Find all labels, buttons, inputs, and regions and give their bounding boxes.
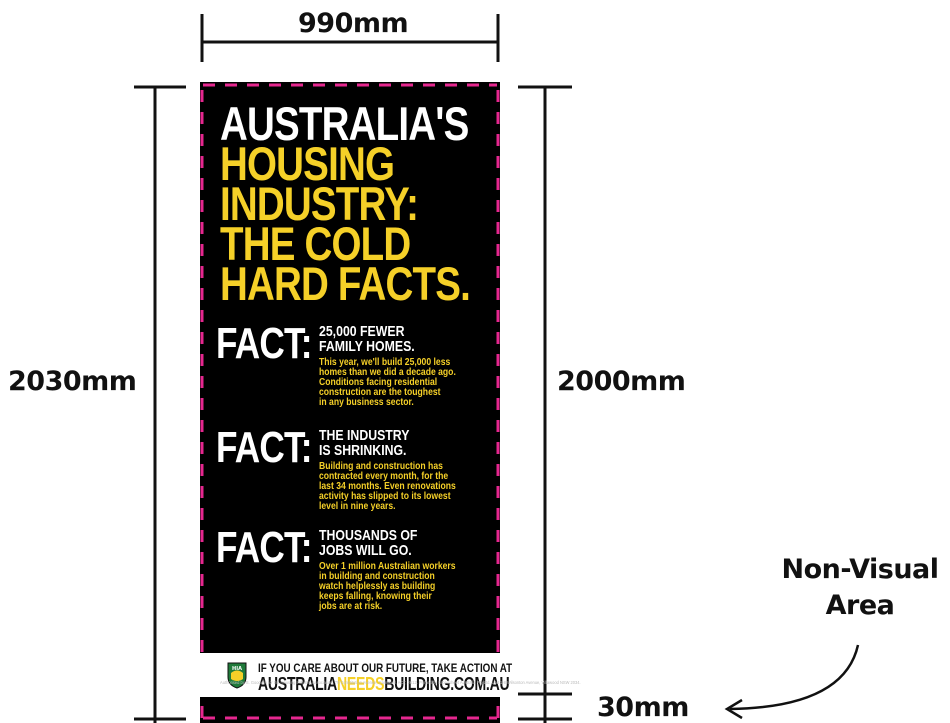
fact-body-line: keeps falling, knowing their xyxy=(319,590,432,602)
hia-logo-icon: HIA xyxy=(227,662,247,689)
fact-body-line: Over 1 million Australian workers xyxy=(319,560,456,572)
non-visual-arrow xyxy=(729,644,860,711)
cta-text: IF YOU CARE ABOUT OUR FUTURE, TAKE ACTIO… xyxy=(258,661,513,675)
call-to-action-panel: HIA IF YOU CARE ABOUT OUR FUTURE, TAKE A… xyxy=(200,653,512,697)
banner-artwork: AUSTRALIA'S HOUSING INDUSTRY: THE COLD H… xyxy=(200,82,581,723)
fact-body-line: in any business sector. xyxy=(319,396,414,408)
non-visual-label-line2: Area xyxy=(825,590,895,621)
url-part-australia: AUSTRALIA xyxy=(258,674,338,694)
headline-line3: INDUSTRY: xyxy=(220,177,419,230)
non-visual-label-line1: Non-Visual xyxy=(781,554,939,585)
fact-label: FACT: xyxy=(216,319,313,368)
fact-heading-2: FAMILY HOMES. xyxy=(319,338,415,355)
url-part-needs: NEEDS xyxy=(337,674,385,694)
non-visual-height-label: 30mm xyxy=(597,692,689,723)
website-url: AUSTRALIANEEDSBUILDING.COM.AU xyxy=(258,674,510,695)
non-visual-area-label: Non-Visual Area xyxy=(775,552,945,624)
fact-body-line: last 34 months. Even renovations xyxy=(319,480,456,492)
total-height-label: 2030mm xyxy=(8,366,137,397)
headline-line1: AUSTRALIA'S xyxy=(220,97,469,150)
headline-line5: HARD FACTS. xyxy=(220,257,471,310)
url-part-building: BUILDING.COM.AU xyxy=(384,674,510,694)
visual-height-label: 2000mm xyxy=(557,366,686,397)
fact-body-line: Building and construction has xyxy=(319,460,443,472)
fact-body-line: This year, we'll build 25,000 less xyxy=(319,356,451,368)
fact-label: FACT: xyxy=(216,523,313,572)
fact-body-line: activity has slipped to its lowest xyxy=(319,490,451,502)
fact-body-line: in building and construction xyxy=(319,570,435,582)
fact-body-line: jobs are at risk. xyxy=(319,600,383,612)
headline-line2: HOUSING xyxy=(220,137,395,190)
fact-body-line: watch helplessly as building xyxy=(319,580,436,592)
fact-heading-2: JOBS WILL GO. xyxy=(319,542,412,559)
fact-body-line: construction are the toughest xyxy=(319,386,441,398)
fact-heading-1: THE INDUSTRY xyxy=(319,427,410,444)
fact-body-line: level in nine years. xyxy=(319,500,396,512)
fact-label: FACT: xyxy=(216,423,313,472)
fact-heading-1: 25,000 FEWER xyxy=(319,323,405,340)
headline: AUSTRALIA'S HOUSING INDUSTRY: THE COLD H… xyxy=(220,97,471,310)
fact-body-line: Conditions facing residential xyxy=(319,376,438,388)
fact-body-line: homes than we did a decade ago. xyxy=(319,366,456,378)
fact-heading-1: THOUSANDS OF xyxy=(319,527,418,544)
logo-text: HIA xyxy=(232,666,242,672)
width-label: 990mm xyxy=(298,8,409,39)
fact-heading-2: IS SHRINKING. xyxy=(319,442,407,459)
authorisation-text: Authorised by S. Goodwin for the Housing… xyxy=(220,680,581,685)
non-visual-arrowhead xyxy=(724,698,743,720)
headline-line4: THE COLD xyxy=(220,217,411,270)
bleed-dash-border xyxy=(200,83,500,723)
fact-body-line: contracted every month, for the xyxy=(319,470,449,482)
